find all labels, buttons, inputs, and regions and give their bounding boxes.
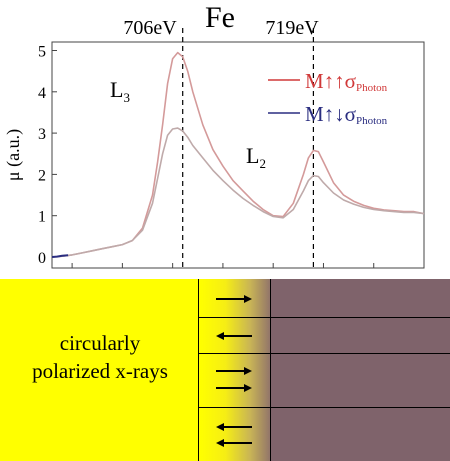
arrow-right-icon <box>216 367 252 375</box>
substrate <box>270 279 450 461</box>
plot-frame <box>51 41 425 269</box>
arrow-right-icon <box>216 295 252 303</box>
peak-annotation-706: 706eV <box>123 17 177 39</box>
y-tick-label: 5 <box>38 44 46 61</box>
arrow-left-icon <box>216 439 252 447</box>
stack-left-edge <box>198 279 199 461</box>
legend-label-antiparallel: M↑↓σPhoton <box>305 102 388 127</box>
y-axis-label: μ (a.u.) <box>3 129 24 181</box>
y-axis-ticks: 0 1 2 3 4 5 <box>38 44 57 267</box>
arrow-left-icon <box>216 423 252 431</box>
y-tick-label: 3 <box>38 126 46 143</box>
y-tick-label: 0 <box>38 250 46 267</box>
beam-label-line2: polarized x-rays <box>32 359 168 383</box>
layer-boundary <box>198 353 450 354</box>
stack-right-edge <box>270 279 271 461</box>
y-tick-label: 2 <box>38 167 46 184</box>
series-lines <box>51 51 425 258</box>
series-line-2 <box>51 254 69 258</box>
sample-diagram: circularly polarized x-rays <box>0 279 450 461</box>
x-axis-ticks <box>71 263 425 268</box>
edge-label-l3: L3 <box>110 77 130 105</box>
layer-boundary <box>198 407 450 408</box>
arrow-right-icon <box>216 384 252 392</box>
chart-title: Fe <box>205 1 235 34</box>
beam-label: circularly polarized x-rays <box>0 329 200 385</box>
peak-annotation-719: 719eV <box>265 17 319 39</box>
y-tick-label: 1 <box>38 209 46 226</box>
beam-label-line1: circularly <box>59 331 141 355</box>
series-line-1 <box>51 127 425 258</box>
layer-boundary <box>198 317 450 318</box>
edge-label-l2: L2 <box>246 143 266 171</box>
legend-label-parallel: M↑↑σPhoton <box>305 69 388 94</box>
y-tick-label: 4 <box>38 85 46 102</box>
x-ray-beam-region <box>0 279 200 461</box>
arrow-left-icon <box>216 332 252 340</box>
xmcd-chart: Fe 706eV 719eV 0 1 2 3 4 5 μ (a.u.) L3 L2 M↑↑… <box>3 1 425 269</box>
